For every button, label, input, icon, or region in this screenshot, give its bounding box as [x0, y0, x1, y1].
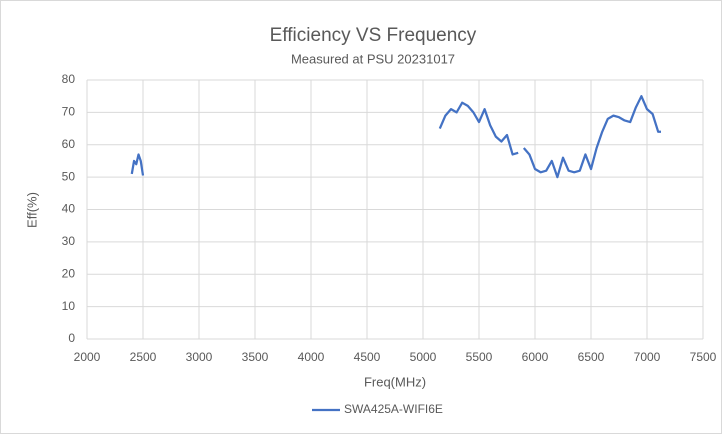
x-tick-label: 6000 [522, 350, 549, 364]
data-line [522, 95, 661, 179]
x-tick-label: 2500 [130, 350, 157, 364]
chart-title: Efficiency VS Frequency [270, 25, 477, 46]
x-axis-label: Freq(MHz) [364, 374, 426, 389]
y-axis-label: Eff(%) [24, 192, 39, 228]
x-tick-label: 5500 [466, 350, 493, 364]
chart-subtitle: Measured at PSU 20231017 [291, 51, 455, 66]
y-tick-label: 70 [62, 105, 76, 119]
x-tick-label: 4500 [354, 350, 381, 364]
x-tick-label: 3000 [186, 350, 213, 364]
y-tick-label: 30 [62, 234, 76, 248]
x-tick-label: 3500 [242, 350, 269, 364]
x-tick-label: 6500 [578, 350, 605, 364]
data-line [438, 101, 519, 156]
y-tick-label: 40 [62, 202, 76, 216]
x-tick-label: 4000 [298, 350, 325, 364]
x-tick-label: 5000 [410, 350, 437, 364]
y-tick-label: 0 [68, 331, 75, 345]
x-tick-label: 2000 [74, 350, 101, 364]
data-line [130, 153, 145, 176]
y-tick-label: 80 [62, 72, 76, 86]
x-tick-label: 7500 [690, 350, 717, 364]
y-tick-label: 10 [62, 299, 76, 313]
y-tick-label: 20 [62, 266, 76, 280]
y-tick-label: 50 [62, 169, 76, 183]
x-tick-label: 7000 [634, 350, 661, 364]
y-tick-label: 60 [62, 137, 76, 151]
legend-label: SWA425A-WIFI6E [344, 402, 443, 416]
